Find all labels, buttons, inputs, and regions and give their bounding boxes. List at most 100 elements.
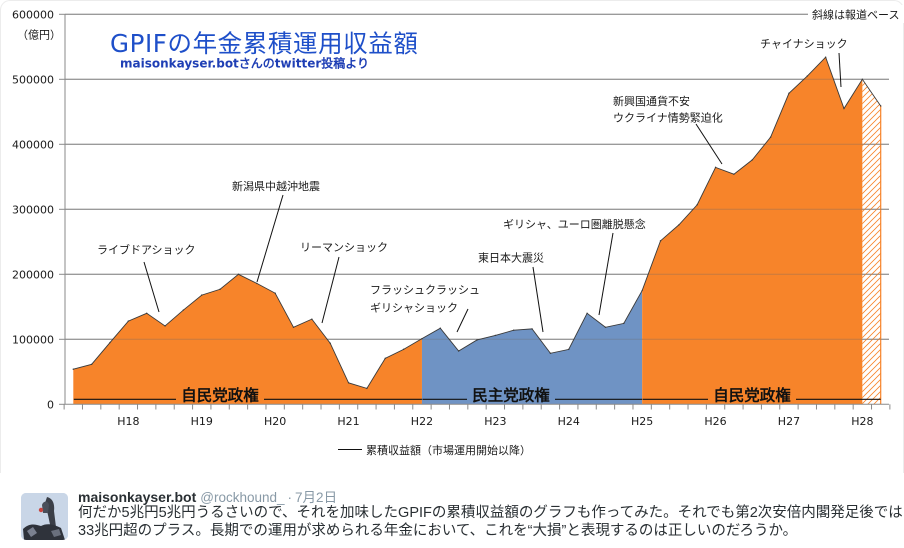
annotation-label: 新潟県中越沖地震 [232, 179, 320, 193]
annotation-label: ギリシャ、ユーロ圏離脱懸念 [503, 217, 646, 231]
y-tick-label: 500000 [12, 73, 54, 86]
party-layer: 自民党政権 民主党政権 自民党政権 [73, 386, 881, 405]
hatch-note-background [808, 5, 904, 23]
x-tick-label: H22 [411, 415, 433, 428]
data-point [476, 339, 478, 341]
data-point [531, 328, 533, 330]
data-point [714, 166, 717, 169]
tweet-header: maisonkayser.bot @rockhound_ · 7月2日 [78, 488, 337, 507]
area-segment-reported-basis [862, 79, 881, 405]
data-point [347, 382, 350, 384]
annotation-label: チャイナショック [760, 38, 848, 51]
annotation-leader-line [598, 232, 614, 316]
author-handle[interactable]: @rockhound_ [200, 490, 285, 505]
data-point [109, 341, 111, 344]
points-layer [72, 56, 882, 390]
tweet-text-line: 何だか5兆円5兆円うるさいので、それを加味したGPIFの累積収益額のグラフも作っ… [78, 505, 903, 521]
annotation-label: ライブドアショック [97, 243, 196, 257]
x-tick-label: H27 [778, 415, 800, 428]
y-tick-label: 200000 [12, 268, 54, 281]
chart-title: GPIFの年金累積運用収益額 [110, 29, 418, 58]
data-point [586, 312, 588, 314]
x-tick-label: H26 [704, 415, 726, 428]
x-tick-label: H19 [191, 415, 213, 428]
data-point [292, 326, 295, 328]
x-tick-label: H28 [851, 415, 873, 428]
avatar[interactable] [21, 493, 68, 540]
period-label: 自民党政権 [713, 386, 791, 405]
annotation-leader-line [532, 266, 544, 333]
area-segment-ldp [642, 57, 863, 405]
x-tick-label: H20 [264, 415, 286, 428]
annotation-leader-line [256, 194, 284, 283]
annotation-label: 東日本大震災 [478, 251, 544, 265]
annotation-label: ギリシャショック [370, 302, 458, 315]
y-tick-label: 300000 [12, 203, 54, 216]
data-point [72, 368, 75, 370]
data-point [146, 312, 148, 314]
event-annotation: ギリシャ、ユーロ圏離脱懸念 [503, 217, 646, 316]
event-annotation: チャイナショック [760, 38, 848, 88]
chart: 自民党政権 民主党政権 自民党政権 0 100000 200000 300000 400000… [12, 5, 904, 457]
tweet-text-line: 33兆円超のプラス。長期での運用が求められる年金において、これを“大損”と表現す… [78, 522, 798, 539]
data-point [311, 318, 313, 320]
data-point [769, 136, 772, 138]
separator-dot: · [287, 490, 293, 505]
data-point [329, 342, 331, 344]
legend-label: 累積収益額（市場運用開始以降） [366, 443, 531, 457]
data-point [880, 105, 882, 107]
data-point [751, 159, 753, 161]
period-label: 自民党政権 [181, 386, 259, 405]
annotation-leader-line [143, 261, 160, 313]
tweet-timestamp[interactable]: 7月2日 [295, 490, 338, 505]
data-point [568, 348, 570, 351]
event-annotation: リーマンショック [300, 241, 388, 324]
data-point [641, 289, 643, 292]
author-name[interactable]: maisonkayser.bot [78, 489, 197, 505]
avatar-image [21, 493, 68, 540]
area-segment-ldp [73, 274, 422, 405]
data-point [457, 350, 460, 352]
data-point [384, 357, 386, 360]
data-point [696, 204, 698, 206]
data-point [201, 294, 203, 296]
data-point [623, 322, 625, 325]
x-tick-label: H25 [631, 415, 653, 428]
tick-labels-layer: 0 100000 200000 300000 400000 500000 600000 H18… [12, 8, 873, 428]
data-point [256, 282, 258, 285]
data-point [127, 320, 130, 322]
data-point [678, 224, 680, 226]
event-annotation: 東日本大震災 [478, 251, 544, 333]
y-tick-label: 400000 [12, 138, 54, 151]
x-tick-label: H21 [337, 415, 359, 428]
data-point [421, 337, 423, 340]
annotation-leader-line [695, 123, 723, 165]
tweet-text: 何だか5兆円5兆円うるさいので、それを加味したGPIFの累積収益額のグラフも作っ… [78, 505, 903, 540]
y-tick-label: 0 [47, 398, 54, 411]
data-point [549, 352, 552, 354]
event-annotation: 新潟県中越沖地震 [232, 179, 320, 283]
axes-layer [59, 13, 891, 410]
data-point [402, 348, 405, 351]
annotation-label: ウクライナ情勢緊迫化 [613, 111, 723, 125]
tweet-card: maisonkayser.bot @rockhound_ · 7月2日 何だか5兆円5… [0, 480, 904, 548]
data-point [806, 75, 808, 77]
annotation-label: 新興国通貨不安 [613, 94, 690, 108]
x-tick-label: H18 [117, 415, 139, 428]
data-point [861, 78, 864, 81]
annotation-label: フラッシュクラッシュ [370, 284, 480, 297]
data-point [824, 56, 827, 58]
x-tick-label: H23 [484, 415, 506, 428]
data-point [733, 173, 735, 175]
annotation-label: リーマンショック [300, 241, 388, 254]
data-point [494, 334, 497, 337]
y-axis-unit-label: （億円） [17, 29, 61, 42]
data-point [788, 92, 790, 94]
annotation-leader-line [321, 256, 340, 324]
data-point [274, 292, 276, 294]
annotations-layer: ライブドアショック 新潟県中越沖地震リーマンショックフラッシュクラッシュギリシャシ… [97, 38, 848, 333]
data-point [439, 327, 441, 329]
data-point [90, 363, 93, 366]
annotation-leader-line [456, 308, 469, 333]
